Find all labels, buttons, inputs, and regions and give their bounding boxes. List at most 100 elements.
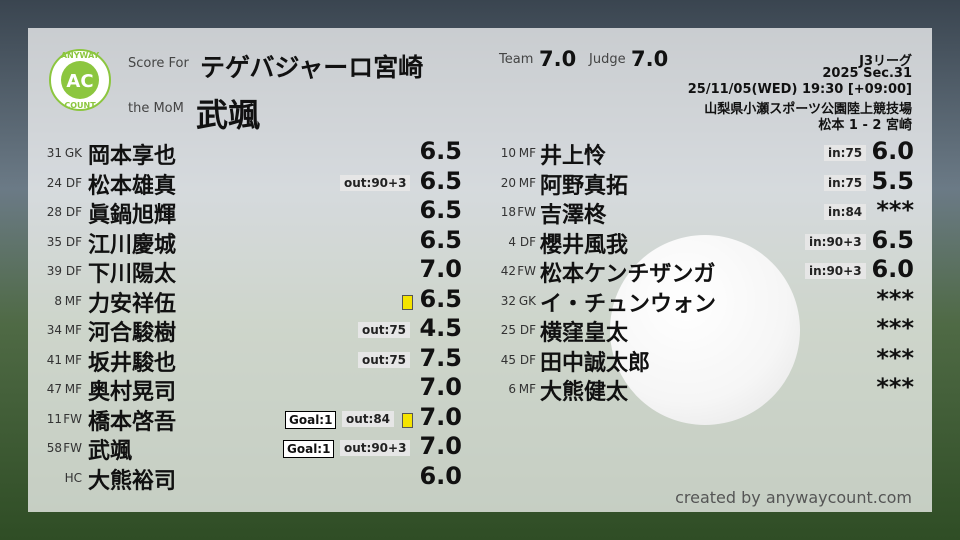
player-rating: 6.5 [419, 284, 462, 313]
logo: ANYWAY AC COUNT [49, 49, 111, 111]
player-note: out:90+3 [340, 174, 411, 191]
player-position: HC [64, 470, 82, 485]
player-note: in:90+3 [805, 263, 866, 279]
player-note: in:84 [824, 204, 867, 220]
player-rating: 7.0 [419, 402, 462, 431]
result: 松本 1 - 2 宮崎 [818, 118, 912, 133]
player-rating: 6.5 [419, 196, 462, 224]
player-note: out:90+3 [340, 440, 411, 456]
player-number: 8 [54, 293, 62, 308]
goal-badge: Goal:1 [285, 410, 337, 429]
player-note: out:75 [358, 351, 411, 368]
player-position: GK [518, 293, 536, 308]
player-rating: *** [876, 373, 914, 401]
player-name: 岡本享也 [88, 144, 177, 169]
player-name: 橋本啓吾 [88, 409, 177, 435]
player-position: DF [519, 323, 536, 337]
player-name: 奥村晃司 [88, 380, 177, 405]
player-number: 24 [46, 175, 62, 190]
player-position: DF [519, 234, 536, 249]
panel [28, 28, 932, 512]
team-score: 7.0 [539, 47, 577, 71]
player-rating: 6.0 [871, 137, 914, 165]
player-position: MF [518, 382, 536, 396]
league: J3リーグ [859, 54, 912, 69]
player-name: 田中誠太郎 [540, 350, 651, 376]
player-number: 25 [500, 323, 516, 337]
player-name: 阿野真拓 [540, 173, 629, 199]
player-note: in:90+3 [805, 233, 866, 250]
player-name: 横窪皇太 [540, 321, 629, 346]
player-number: 58 [46, 441, 62, 455]
player-rating: 7.0 [419, 432, 462, 460]
player-position: MF [64, 293, 82, 308]
player-rating: 6.5 [419, 137, 462, 165]
logo-core [61, 61, 99, 99]
player-position: MF [64, 382, 82, 396]
player-position: FW [517, 264, 536, 278]
player-rating: 4.5 [419, 314, 462, 342]
yellow-card [402, 294, 413, 310]
player-name: 下川陽太 [88, 262, 177, 287]
player-name: 櫻井風我 [540, 232, 629, 258]
player-note: in:75 [824, 145, 867, 161]
player-name: 江川慶城 [88, 232, 177, 258]
player-number: 32 [500, 293, 516, 308]
player-position: DF [65, 205, 82, 219]
player-number: 20 [500, 175, 516, 190]
player-name: 大熊健太 [540, 380, 629, 405]
player-rating: *** [876, 314, 914, 342]
player-rating: 7.0 [419, 255, 462, 283]
player-number: 18 [500, 205, 516, 219]
logo-center: AC [66, 71, 93, 92]
player-name: 吉澤柊 [540, 203, 607, 228]
datetime: 25/11/05(WED) 19:30 [+09:00] [687, 82, 912, 97]
mom-label: the MoM [128, 101, 184, 116]
player-name: 松本雄真 [88, 173, 177, 199]
player-name: 大熊裕司 [88, 468, 177, 494]
player-rating: 7.5 [419, 343, 462, 372]
player-position: MF [518, 146, 536, 160]
player-name: 河合駿樹 [88, 321, 177, 346]
player-position: FW [63, 411, 82, 426]
player-name: イ・チュンウォン [540, 291, 717, 317]
credit: created by anywaycount.com [675, 488, 912, 507]
player-position: GK [64, 146, 82, 160]
player-name: 武颯 [88, 439, 133, 464]
player-number: 45 [500, 352, 516, 367]
player-position: DF [65, 175, 82, 190]
player-position: MF [64, 323, 82, 337]
player-note: out:84 [342, 410, 395, 427]
yellow-card [402, 412, 413, 428]
player-name: 眞鍋旭輝 [88, 203, 177, 228]
goal-badge: Goal:1 [283, 440, 335, 458]
player-rating: 6.5 [419, 166, 462, 195]
player-number: 42 [500, 264, 516, 278]
player-position: MF [518, 175, 536, 190]
player-rating: 6.5 [871, 225, 914, 254]
player-rating: 7.0 [419, 373, 462, 401]
player-position: FW [63, 441, 82, 455]
logo-bottom: COUNT [64, 101, 96, 110]
player-name: 力安祥伍 [88, 291, 177, 317]
team-name: テゲバジャーロ宮崎 [200, 53, 424, 82]
logo-top: ANYWAY [61, 51, 100, 60]
mom-name: 武颯 [196, 96, 261, 134]
player-note: in:75 [824, 174, 867, 191]
player-rating: 5.5 [871, 166, 914, 195]
player-rating: 6.5 [419, 225, 462, 254]
player-name: 井上怜 [540, 144, 607, 169]
player-name: 坂井駿也 [88, 350, 177, 376]
player-rating: 6.0 [419, 461, 462, 490]
player-note: out:75 [358, 322, 411, 338]
player-position: DF [519, 352, 536, 367]
player-name: 松本ケンチザンガ [540, 262, 716, 287]
judge-label: Judge [589, 52, 626, 67]
player-rating: *** [876, 284, 914, 313]
player-rating: *** [876, 196, 914, 224]
player-number: 31 [46, 146, 62, 160]
player-number: 39 [46, 264, 62, 278]
player-position: MF [64, 352, 82, 367]
venue: 山梨県小瀬スポーツ公園陸上競技場 [704, 102, 912, 117]
score-for-label: Score For [128, 56, 189, 71]
